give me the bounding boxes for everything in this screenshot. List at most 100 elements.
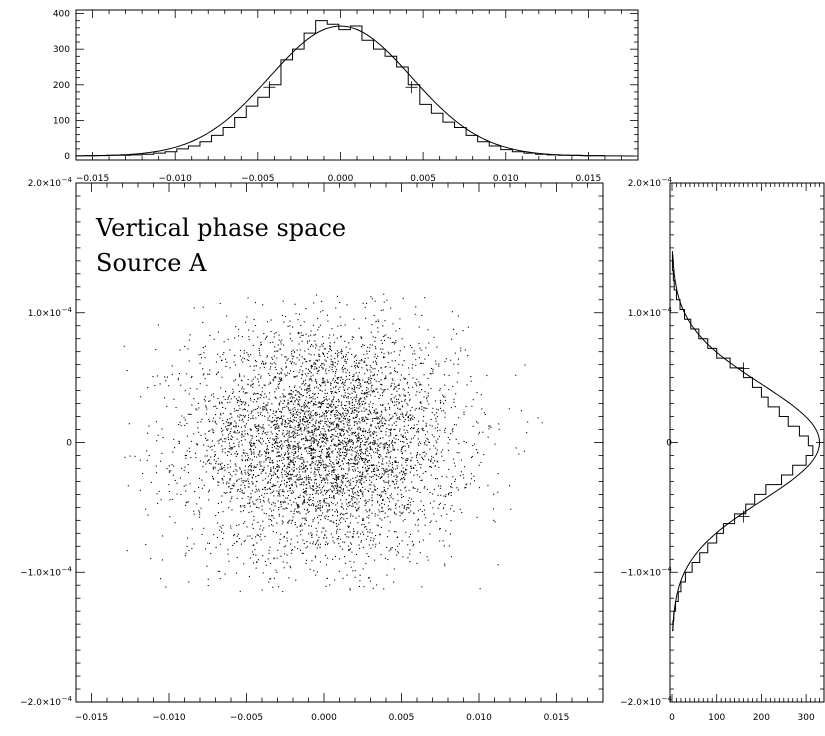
scatter-point <box>376 443 378 445</box>
scatter-point <box>217 398 219 400</box>
scatter-point <box>368 406 370 408</box>
scatter-point <box>335 459 337 461</box>
scatter-point <box>311 437 313 439</box>
scatter-point <box>344 395 346 397</box>
scatter-point <box>308 504 310 506</box>
scatter-point <box>341 506 343 508</box>
scatter-point <box>233 431 235 433</box>
scatter-point <box>374 395 376 397</box>
scatter-point <box>262 572 264 574</box>
scatter-point <box>413 474 415 476</box>
scatter-point <box>289 464 291 466</box>
scatter-point <box>356 510 358 512</box>
scatter-point <box>270 467 272 469</box>
scatter-point <box>320 454 322 456</box>
scatter-point <box>336 483 338 485</box>
scatter-point <box>371 298 373 300</box>
scatter-point <box>343 477 345 479</box>
scatter-point <box>404 450 406 452</box>
scatter-point <box>333 428 335 430</box>
scatter-point <box>309 453 311 455</box>
scatter-point <box>410 504 412 506</box>
scatter-point <box>374 426 376 428</box>
scatter-point <box>312 404 314 406</box>
scatter-point <box>272 379 274 381</box>
scatter-point <box>361 367 363 369</box>
scatter-point <box>365 449 367 451</box>
scatter-point <box>398 552 400 554</box>
scatter-point <box>264 478 266 480</box>
scatter-point <box>227 338 229 340</box>
scatter-point <box>390 372 392 374</box>
scatter-point <box>298 471 300 473</box>
scatter-point <box>356 359 358 361</box>
scatter-point <box>220 427 222 429</box>
scatter-point <box>432 507 434 509</box>
scatter-point <box>346 503 348 505</box>
scatter-point <box>385 420 387 422</box>
scatter-point <box>278 465 280 467</box>
scatter-point <box>391 424 393 426</box>
scatter-point <box>381 351 383 353</box>
scatter-point <box>398 383 400 385</box>
scatter-point <box>287 451 289 453</box>
scatter-point <box>443 374 445 376</box>
scatter-point <box>278 377 280 379</box>
scatter-point <box>268 441 270 443</box>
scatter-point <box>384 356 386 358</box>
scatter-point <box>280 503 282 505</box>
scatter-point <box>447 449 449 451</box>
scatter-point <box>448 494 450 496</box>
scatter-point <box>364 373 366 375</box>
scatter-point <box>459 475 461 477</box>
scatter-point <box>278 490 280 492</box>
scatter-point <box>308 421 310 423</box>
scatter-point <box>370 465 372 467</box>
scatter-point <box>336 350 338 352</box>
scatter-point <box>264 363 266 365</box>
scatter-point <box>375 452 377 454</box>
scatter-point <box>284 553 286 555</box>
scatter-point <box>312 500 314 502</box>
scatter-point <box>318 441 320 443</box>
scatter-point <box>335 523 337 525</box>
scatter-point <box>299 419 301 421</box>
scatter-point <box>289 487 291 489</box>
scatter-point <box>381 477 383 479</box>
scatter-point <box>423 374 425 376</box>
scatter-point <box>497 491 499 493</box>
scatter-point <box>423 415 425 417</box>
scatter-point <box>306 361 308 363</box>
scatter-point <box>290 538 292 540</box>
scatter-point <box>287 459 289 461</box>
scatter-point <box>354 365 356 367</box>
scatter-point <box>365 381 367 383</box>
scatter-point <box>353 486 355 488</box>
scatter-point <box>247 354 249 356</box>
scatter-point <box>311 448 313 450</box>
scatter-point <box>351 543 353 545</box>
scatter-point <box>366 454 368 456</box>
scatter-point <box>306 559 308 561</box>
scatter-point <box>292 490 294 492</box>
scatter-point <box>327 542 329 544</box>
scatter-point <box>289 394 291 396</box>
scatter-point <box>340 430 342 432</box>
scatter-point <box>393 437 395 439</box>
scatter-point <box>310 442 312 444</box>
scatter-point <box>354 576 356 578</box>
scatter-point <box>275 421 277 423</box>
scatter-point <box>364 392 366 394</box>
scatter-point <box>287 440 289 442</box>
scatter-point <box>334 511 336 513</box>
scatter-point <box>360 475 362 477</box>
scatter-point <box>326 502 328 504</box>
scatter-point <box>386 299 388 301</box>
scatter-point <box>235 451 237 453</box>
scatter-point <box>142 473 144 475</box>
scatter-point <box>331 350 333 352</box>
scatter-point <box>217 570 219 572</box>
scatter-point <box>285 422 287 424</box>
scatter-point <box>318 354 320 356</box>
scatter-point <box>298 441 300 443</box>
